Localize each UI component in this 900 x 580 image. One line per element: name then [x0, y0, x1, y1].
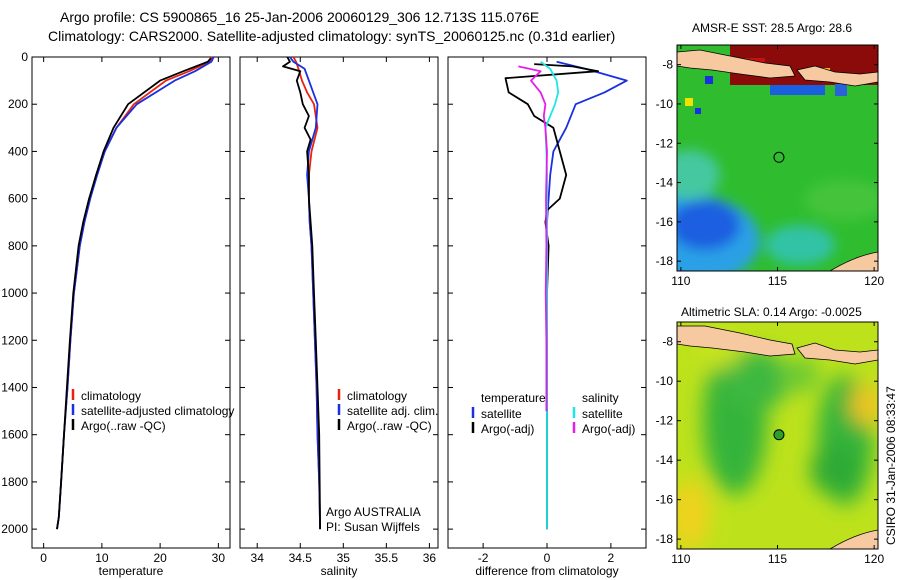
difference-xtick-label: 0	[544, 551, 551, 565]
panel-temperature: 0 10 20 30 0 200 400 600 800 1000 1200 1400 1600 1800…	[1, 50, 234, 578]
difference-legend-header-salinity: salinity	[582, 391, 619, 405]
sst-map-ytick-label: -10	[656, 97, 674, 111]
sla-map-xtick-label: 115	[768, 552, 787, 566]
salinity-xtick-label: 36	[423, 551, 437, 565]
sla-map-ytick-label: -8	[662, 335, 673, 349]
sla-map-xtick-label: 120	[864, 552, 884, 566]
temperature-ytick-label: 800	[8, 239, 28, 253]
sla-map-ytick-label: -16	[656, 493, 674, 507]
sst-land-java	[677, 49, 796, 79]
sla-map-xtick-label: 110	[671, 552, 690, 566]
sla-map-ytick-label: -14	[656, 453, 674, 467]
difference-xtick-label: 2	[608, 551, 615, 565]
salinity-xlabel: salinity	[321, 564, 358, 578]
difference-legend-label: Argo(-adj)	[582, 422, 635, 436]
salinity-xtick-label: 35.5	[375, 551, 399, 565]
salinity-xtick-label: 34	[251, 551, 265, 565]
header-line-2: Climatology: CARS2000. Satellite-adjuste…	[48, 28, 615, 44]
temperature-xtick-label: 30	[212, 551, 226, 565]
difference-legend-label: Argo(-adj)	[481, 422, 534, 436]
temperature-series-argo-raw-qc-	[56, 57, 212, 530]
sst-map-xtick-label: 120	[864, 274, 884, 288]
sla-map-ytick-label: -18	[656, 532, 674, 546]
sst-map-title: AMSR-E SST: 28.5 Argo: 28.6	[692, 21, 852, 35]
sst-map-ytick-label: -12	[656, 136, 674, 150]
sst-map-ytick-label: -16	[656, 215, 674, 229]
sla-land-islands	[796, 342, 878, 365]
salinity-xtick-label: 35	[337, 551, 351, 565]
sst-map-field	[677, 45, 878, 271]
sst-map-ytick-label: -14	[656, 176, 674, 190]
sla-map-axes: 110 115 120 -8 -10 -12 -14 -16 -18	[656, 322, 884, 566]
temperature-xtick-label: 10	[95, 551, 109, 565]
sst-map-xtick-label: 115	[768, 274, 787, 288]
profile-panels: 0 10 20 30020040060080010001200140016001800…	[1, 50, 647, 578]
temperature-xlabel: temperature	[99, 564, 164, 578]
temperature-frame	[31, 56, 231, 549]
sla-land-australia	[829, 529, 878, 549]
sla-map-title: Altimetric SLA: 0.14 Argo: -0.0025	[681, 305, 862, 319]
temperature-series-climatology	[56, 56, 213, 530]
temperature-ytick-label: 0	[21, 50, 28, 64]
temperature-series-satellite-adjusted-climatology	[56, 56, 215, 530]
difference-series-salinity-satellite	[540, 60, 560, 530]
temperature-legend-label: satellite-adjusted climatology	[81, 404, 234, 418]
sst-land-australia	[829, 251, 878, 271]
temperature-ytick-label: 2000	[1, 522, 28, 536]
temperature-legend-label: climatology	[81, 389, 141, 403]
salinity-xtick-label: 34.5	[289, 551, 313, 565]
difference-xtick-label: -2	[478, 551, 489, 565]
salinity-legend-label: climatology	[347, 389, 407, 403]
sst-map-xtick-label: 110	[671, 274, 690, 288]
temperature-ytick-label: 1400	[1, 380, 28, 394]
sst-land-islands	[796, 65, 878, 87]
sst-map-axes: 110 115 120 -8 -10 -12 -14 -16 -18	[656, 45, 884, 288]
header-line-1: Argo profile: CS 5900865_16 25-Jan-2006 …	[60, 9, 539, 25]
difference-xlabel: difference from climatology	[475, 564, 618, 578]
temperature-xtick-label: 20	[153, 551, 167, 565]
temperature-ytick-label: 200	[8, 97, 28, 111]
csiro-timestamp: CSIRO 31-Jan-2006 08:33:47	[884, 386, 898, 545]
difference-series-temperature-satellite	[545, 60, 628, 530]
difference-legend-label: satellite	[481, 407, 522, 421]
temperature-legend-label: Argo(..raw -QC)	[81, 419, 166, 433]
sla-argo-location-marker	[773, 429, 785, 441]
temperature-ytick-label: 1200	[1, 333, 28, 347]
sla-map-ytick-label: -10	[656, 374, 674, 388]
panel-salinity: 34 34.5 35 35.5 36 salinity climatologysatelli…	[239, 56, 439, 578]
salinity-series-argo-raw-qc-	[282, 56, 321, 530]
sst-gradient	[677, 150, 878, 271]
difference-legend-label: satellite	[582, 407, 623, 421]
sla-map-ytick-label: -12	[656, 414, 674, 428]
salinity-legend-label: Argo(..raw -QC)	[347, 419, 432, 433]
temperature-ytick-label: 1800	[1, 475, 28, 489]
temperature-ytick-label: 400	[8, 144, 28, 158]
sst-map-ytick-label: -8	[662, 58, 673, 72]
sst-argo-location-marker	[773, 151, 785, 163]
salinity-legend-label: satellite adj. clim.	[347, 404, 438, 418]
temperature-ytick-label: 1600	[1, 428, 28, 442]
difference-legend-header-temperature: temperature	[481, 391, 546, 405]
sla-land-java	[677, 325, 796, 357]
difference-series-temperature-argo-adj-	[504, 63, 599, 530]
temperature-ytick-label: 600	[8, 192, 28, 206]
salinity-annotation-pi: PI: Susan Wijffels	[326, 520, 420, 534]
sst-map-ytick-label: -18	[656, 254, 674, 268]
salinity-annotation-float: Argo AUSTRALIA	[326, 505, 421, 519]
temperature-ytick-label: 1000	[1, 286, 28, 300]
difference-series-salinity-argo-adj-	[518, 65, 548, 412]
sla-gradient	[677, 332, 878, 549]
salinity-frame	[239, 56, 439, 549]
temperature-xtick-label: 0	[40, 551, 47, 565]
